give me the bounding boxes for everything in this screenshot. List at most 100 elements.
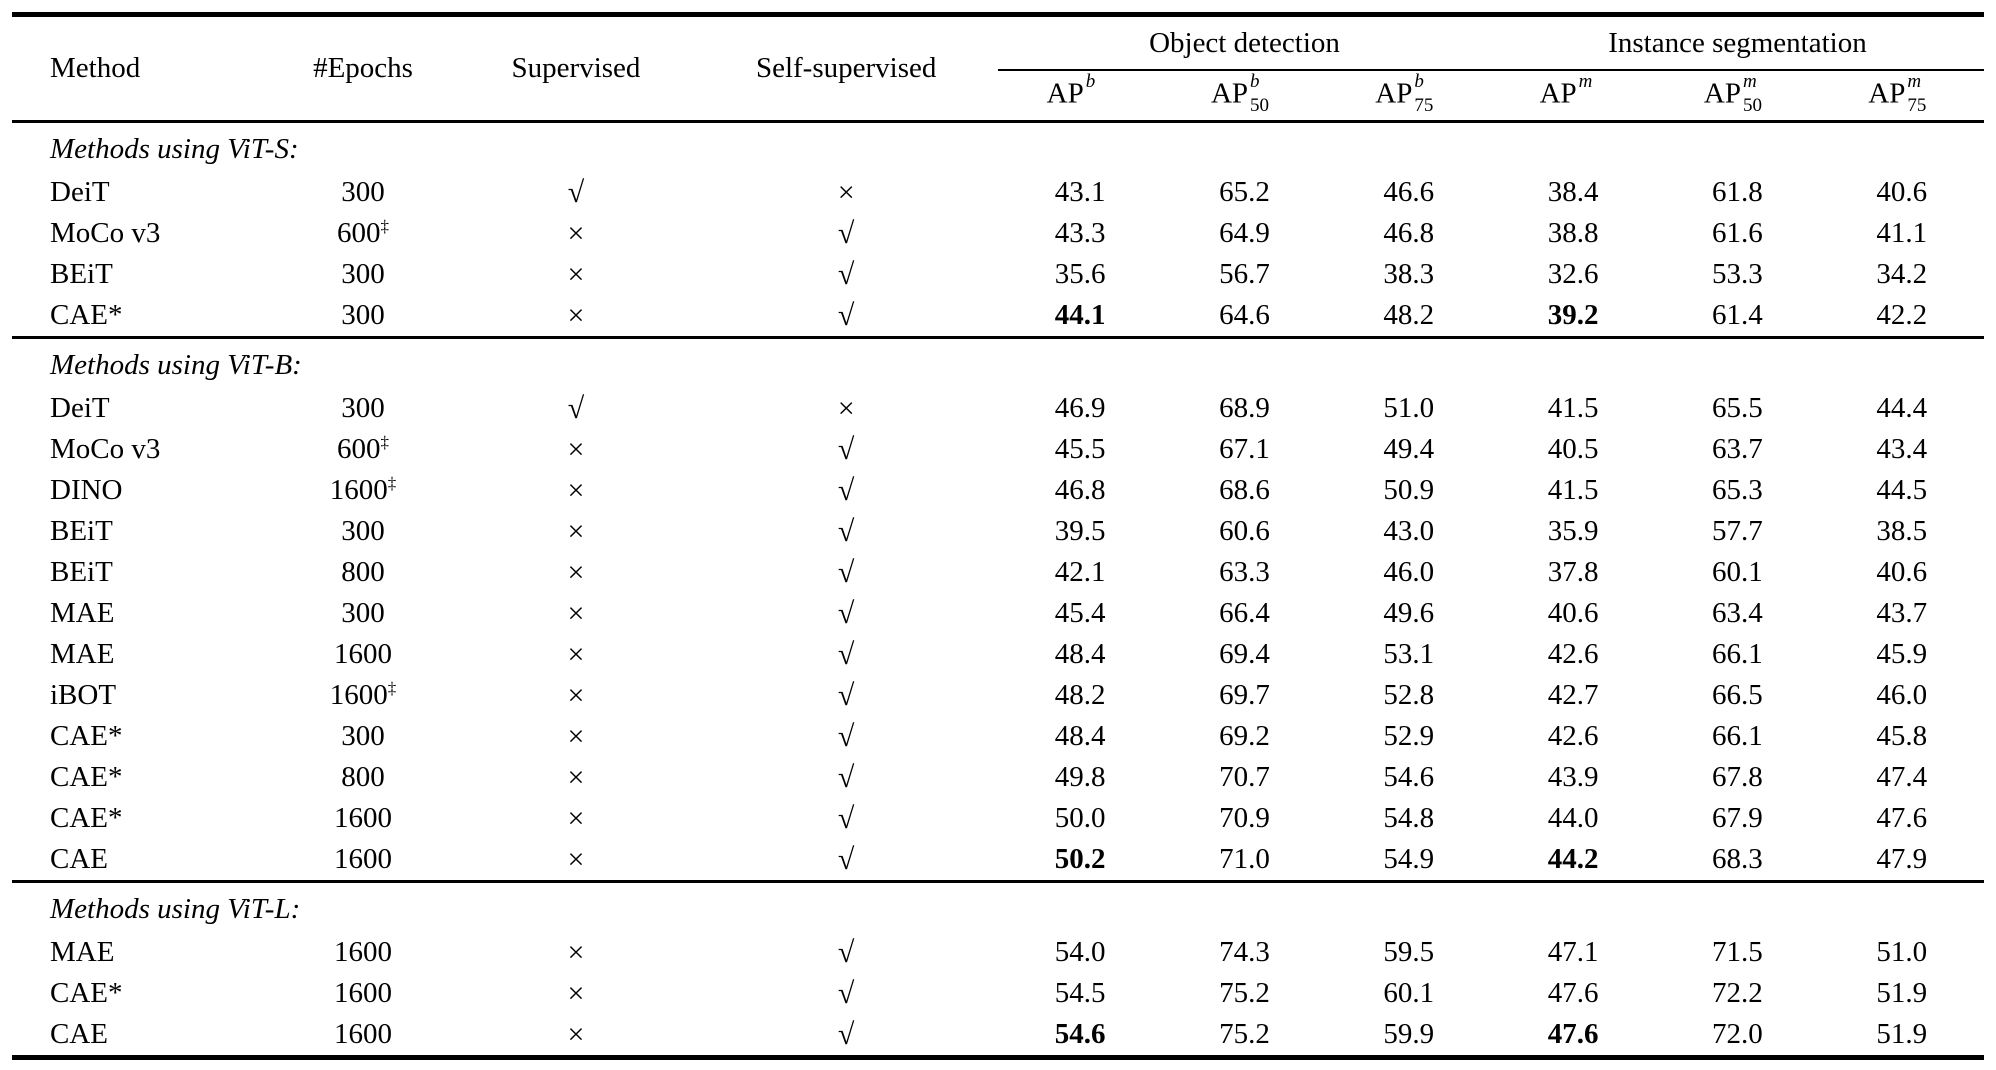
epochs-cell: 1600‡ (329, 473, 397, 506)
value-cell: 38.4 (1547, 176, 1599, 208)
metric-label: AP (1375, 77, 1413, 110)
value-cell: 66.4 (1219, 597, 1270, 629)
epochs-cell: 300 (341, 258, 385, 290)
value-cell: 75.2 (1219, 977, 1270, 1009)
value-cell: 51.0 (1876, 936, 1928, 968)
value-cell: 48.4 (1054, 638, 1106, 670)
value-cell: 34.2 (1876, 258, 1928, 290)
value-cell: 54.6 (1383, 761, 1435, 793)
value-cell: 32.6 (1547, 258, 1599, 290)
col-header-ap-m: AP m (1491, 70, 1655, 122)
value-cell: 46.8 (1054, 474, 1106, 506)
double-dagger-mark: ‡ (387, 473, 397, 493)
self-supervised-cell: √ (837, 637, 855, 671)
self-supervised-cell: √ (837, 801, 855, 835)
supervised-cell: √ (567, 391, 585, 425)
value-cell: 72.0 (1712, 1018, 1763, 1050)
self-supervised-cell: √ (837, 719, 855, 753)
self-supervised-cell: √ (837, 257, 855, 291)
supervised-cell: × (567, 801, 585, 835)
method-cell: BEiT (50, 258, 113, 290)
self-supervised-cell: √ (837, 596, 855, 630)
value-cell: 46.0 (1383, 556, 1435, 588)
method-cell: CAE* (50, 299, 123, 331)
supervised-cell: × (567, 257, 585, 291)
value-cell: 68.6 (1219, 474, 1270, 506)
value-cell: 75.2 (1219, 1018, 1270, 1050)
self-supervised-cell: √ (837, 216, 855, 250)
group-header-row: Method #Epochs Supervised Self-supervise… (12, 14, 1984, 84)
value-cell: 43.9 (1547, 761, 1599, 793)
value-cell: 42.2 (1876, 299, 1928, 331)
value-cell: 39.2 (1547, 299, 1599, 331)
method-cell: CAE* (50, 761, 123, 793)
value-cell: 45.4 (1054, 597, 1106, 629)
section-label: Methods using ViT-S: (50, 133, 299, 165)
method-cell: MoCo v3 (50, 433, 161, 465)
value-cell: 65.3 (1712, 474, 1763, 506)
metric-label: AP (1210, 77, 1249, 110)
supervised-cell: × (567, 432, 585, 466)
supervised-cell: × (567, 473, 585, 507)
supervised-cell: × (567, 935, 585, 969)
self-supervised-cell: √ (837, 473, 855, 507)
supervised-cell: √ (567, 175, 585, 209)
table-header: Method #Epochs Supervised Self-supervise… (12, 14, 1984, 122)
method-cell: CAE* (50, 802, 123, 834)
table-row: MAE 300 × √ 45.4 66.4 49.6 40.6 63.4 43.7 (12, 593, 1984, 634)
metric-script: b 75 (1414, 70, 1434, 116)
value-cell: 67.8 (1712, 761, 1763, 793)
value-cell: 69.4 (1219, 638, 1270, 670)
value-cell: 42.7 (1547, 679, 1599, 711)
value-cell: 48.2 (1054, 679, 1106, 711)
epochs-cell: 300 (341, 392, 385, 424)
method-cell: DeiT (50, 392, 110, 424)
table-row: CAE* 800 × √ 49.8 70.7 54.6 43.9 67.8 47.4 (12, 757, 1984, 798)
table-row: CAE* 1600 × √ 50.0 70.9 54.8 44.0 67.9 47.6 (12, 798, 1984, 839)
value-cell: 60.1 (1712, 556, 1763, 588)
value-cell: 38.8 (1547, 217, 1599, 249)
table-row: CAE* 300 × √ 48.4 69.2 52.9 42.6 66.1 45.8 (12, 716, 1984, 757)
value-cell: 59.9 (1383, 1018, 1435, 1050)
value-cell: 70.9 (1219, 802, 1270, 834)
value-cell: 61.8 (1712, 176, 1763, 208)
metric-label: AP (1539, 77, 1577, 110)
epochs-cell: 1600 (334, 638, 393, 670)
double-dagger-mark: ‡ (380, 216, 390, 236)
value-cell: 41.5 (1547, 474, 1599, 506)
metric-script: b (1085, 70, 1096, 92)
metric-script: m (1578, 70, 1593, 92)
value-cell: 40.6 (1876, 556, 1928, 588)
col-header-method: Method (50, 52, 141, 84)
value-cell: 64.9 (1219, 217, 1270, 249)
value-cell: 51.9 (1876, 977, 1928, 1009)
table-row: DeiT 300 √ × 43.1 65.2 46.6 38.4 61.8 40.6 (12, 172, 1984, 213)
epochs-cell: 300 (341, 720, 385, 752)
self-supervised-cell: × (837, 175, 855, 209)
value-cell: 44.4 (1876, 392, 1928, 424)
value-cell: 69.7 (1219, 679, 1270, 711)
value-cell: 54.9 (1383, 843, 1435, 875)
double-dagger-mark: ‡ (387, 678, 397, 698)
metric-label: AP (1703, 77, 1741, 110)
value-cell: 42.1 (1054, 556, 1106, 588)
value-cell: 46.0 (1876, 679, 1928, 711)
supervised-cell: × (567, 637, 585, 671)
col-header-ap-m-50: AP m 50 (1655, 70, 1819, 122)
method-cell: MAE (50, 936, 115, 968)
metric-script: m 50 (1742, 70, 1762, 116)
value-cell: 43.3 (1054, 217, 1106, 249)
value-cell: 60.6 (1219, 515, 1270, 547)
epochs-cell: 600‡ (337, 432, 390, 465)
section-header-row: Methods using ViT-S: (12, 122, 1984, 173)
value-cell: 66.1 (1712, 638, 1763, 670)
table-row: MoCo v3 600‡ × √ 43.3 64.9 46.8 38.8 61.6 41.1 (12, 213, 1984, 254)
double-dagger-mark: ‡ (380, 432, 390, 452)
table-row: BEiT 300 × √ 39.5 60.6 43.0 35.9 57.7 38.5 (12, 511, 1984, 552)
supervised-cell: × (567, 719, 585, 753)
value-cell: 41.5 (1547, 392, 1599, 424)
value-cell: 66.5 (1712, 679, 1763, 711)
epochs-cell: 300 (341, 597, 385, 629)
col-header-ap-b-50: AP b 50 (1162, 70, 1326, 122)
col-header-supervised: Supervised (511, 52, 641, 84)
